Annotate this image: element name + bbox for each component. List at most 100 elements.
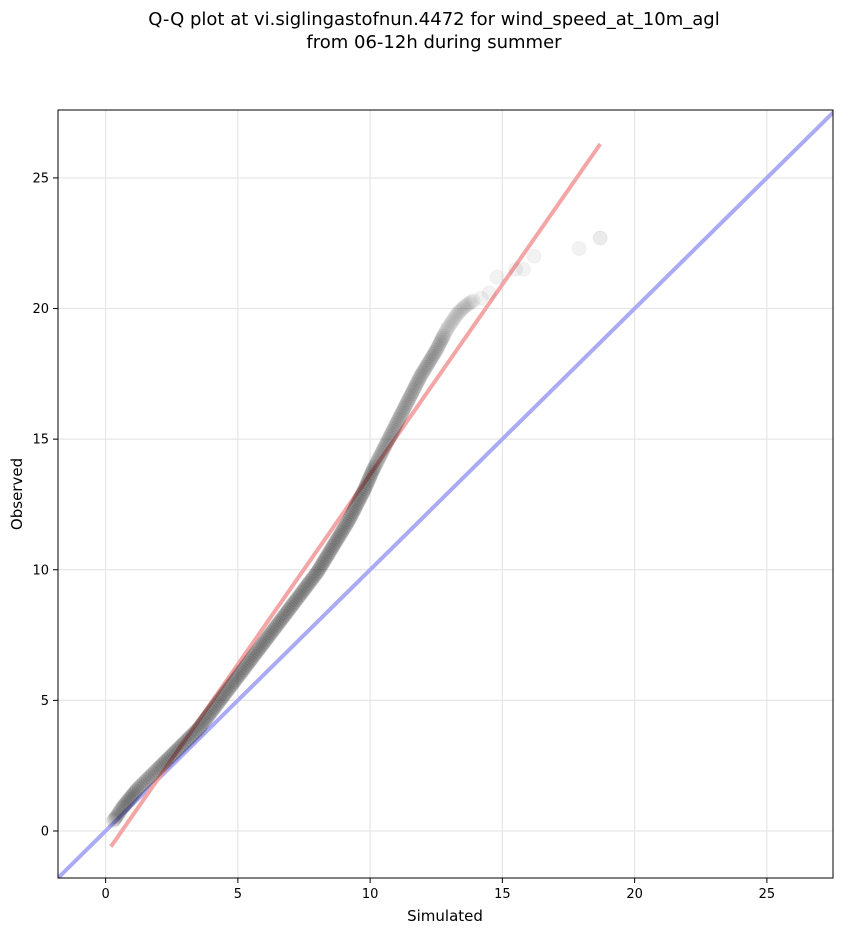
qq-point xyxy=(305,570,321,586)
qq-point xyxy=(108,809,124,825)
qq-point xyxy=(270,617,286,633)
qq-point xyxy=(116,798,132,814)
qq-point xyxy=(482,285,497,300)
qq-point xyxy=(222,679,238,695)
qq-point xyxy=(226,674,242,690)
qq-point xyxy=(154,757,170,773)
qq-point xyxy=(251,641,267,657)
qq-point xyxy=(434,332,450,348)
qq-point xyxy=(111,805,127,821)
qq-point xyxy=(323,542,339,558)
qq-point xyxy=(317,551,333,567)
qq-point xyxy=(318,549,334,565)
qq-point xyxy=(219,683,235,699)
qq-point xyxy=(291,589,307,605)
qq-point xyxy=(386,421,402,437)
qq-point xyxy=(189,723,205,739)
qq-point xyxy=(445,314,460,329)
qq-point xyxy=(402,388,418,404)
qq-point xyxy=(308,566,324,582)
qq-point xyxy=(202,705,218,721)
qq-point xyxy=(211,693,227,709)
qq-point xyxy=(357,481,373,497)
qq-point xyxy=(129,781,145,797)
plot-area-frame xyxy=(57,109,834,879)
qq-point xyxy=(280,603,296,619)
qq-point xyxy=(155,756,171,772)
qq-point xyxy=(412,368,428,384)
qq-point xyxy=(194,716,210,732)
qq-point xyxy=(283,599,299,615)
qq-point xyxy=(330,531,346,547)
qq-point xyxy=(221,681,237,697)
y-tick-label: 15 xyxy=(32,433,49,448)
qq-point xyxy=(419,357,435,373)
qq-point xyxy=(453,303,468,318)
qq-point xyxy=(190,721,206,737)
qq-point xyxy=(236,660,252,676)
qq-point xyxy=(340,514,356,530)
qq-point xyxy=(411,370,427,386)
qq-point xyxy=(364,465,380,481)
qq-point xyxy=(338,518,354,534)
qq-point xyxy=(238,658,254,674)
qq-point xyxy=(456,300,471,315)
qq-point xyxy=(171,740,187,756)
qq-point xyxy=(592,230,608,246)
qq-point xyxy=(350,494,366,510)
qq-point xyxy=(431,336,447,352)
qq-point xyxy=(264,624,280,640)
qq-point xyxy=(143,767,159,783)
qq-point xyxy=(177,734,193,750)
qq-point xyxy=(516,262,531,277)
qq-point xyxy=(288,592,304,608)
qq-point xyxy=(181,731,197,747)
qq-point xyxy=(353,489,369,505)
qq-point xyxy=(215,688,231,704)
qq-point xyxy=(410,372,426,388)
qq-point xyxy=(310,563,326,579)
qq-point xyxy=(442,318,457,333)
qq-point xyxy=(392,410,408,426)
qq-point xyxy=(427,344,443,360)
qq-point xyxy=(404,384,420,400)
qq-point xyxy=(258,632,274,648)
qq-point xyxy=(293,585,309,601)
qq-point xyxy=(276,608,292,624)
data-points xyxy=(106,230,608,829)
qq-point xyxy=(464,295,479,309)
qq-point xyxy=(295,584,311,600)
qq-point xyxy=(371,451,387,467)
qq-point xyxy=(165,746,181,762)
qq-point xyxy=(348,498,364,514)
qq-point xyxy=(117,796,133,812)
qq-point xyxy=(376,441,392,457)
qq-point xyxy=(218,685,234,701)
qq-point xyxy=(309,564,325,580)
x-tick-label: 20 xyxy=(626,887,643,902)
qq-point xyxy=(406,380,422,396)
qq-point xyxy=(193,718,209,734)
qq-point xyxy=(199,709,215,725)
qq-point xyxy=(387,419,403,435)
qq-point xyxy=(396,402,412,418)
qq-point xyxy=(262,627,278,643)
qq-point xyxy=(133,778,149,794)
qq-point xyxy=(260,629,276,645)
qq-point xyxy=(367,459,383,475)
qq-point xyxy=(307,568,323,584)
qq-point xyxy=(321,546,337,562)
qq-point xyxy=(209,697,225,713)
qq-point xyxy=(508,262,523,277)
qq-point xyxy=(195,714,211,730)
qq-point xyxy=(149,762,165,778)
qq-point xyxy=(403,386,419,402)
qq-point xyxy=(233,665,249,681)
qq-point xyxy=(206,700,222,716)
qq-point xyxy=(147,764,163,780)
qq-point xyxy=(192,719,208,735)
qq-point xyxy=(158,752,174,768)
qq-point xyxy=(225,676,241,692)
chart-title-line-1: Q-Q plot at vi.siglingastofnun.4472 for … xyxy=(148,9,719,30)
qq-point xyxy=(313,559,329,575)
